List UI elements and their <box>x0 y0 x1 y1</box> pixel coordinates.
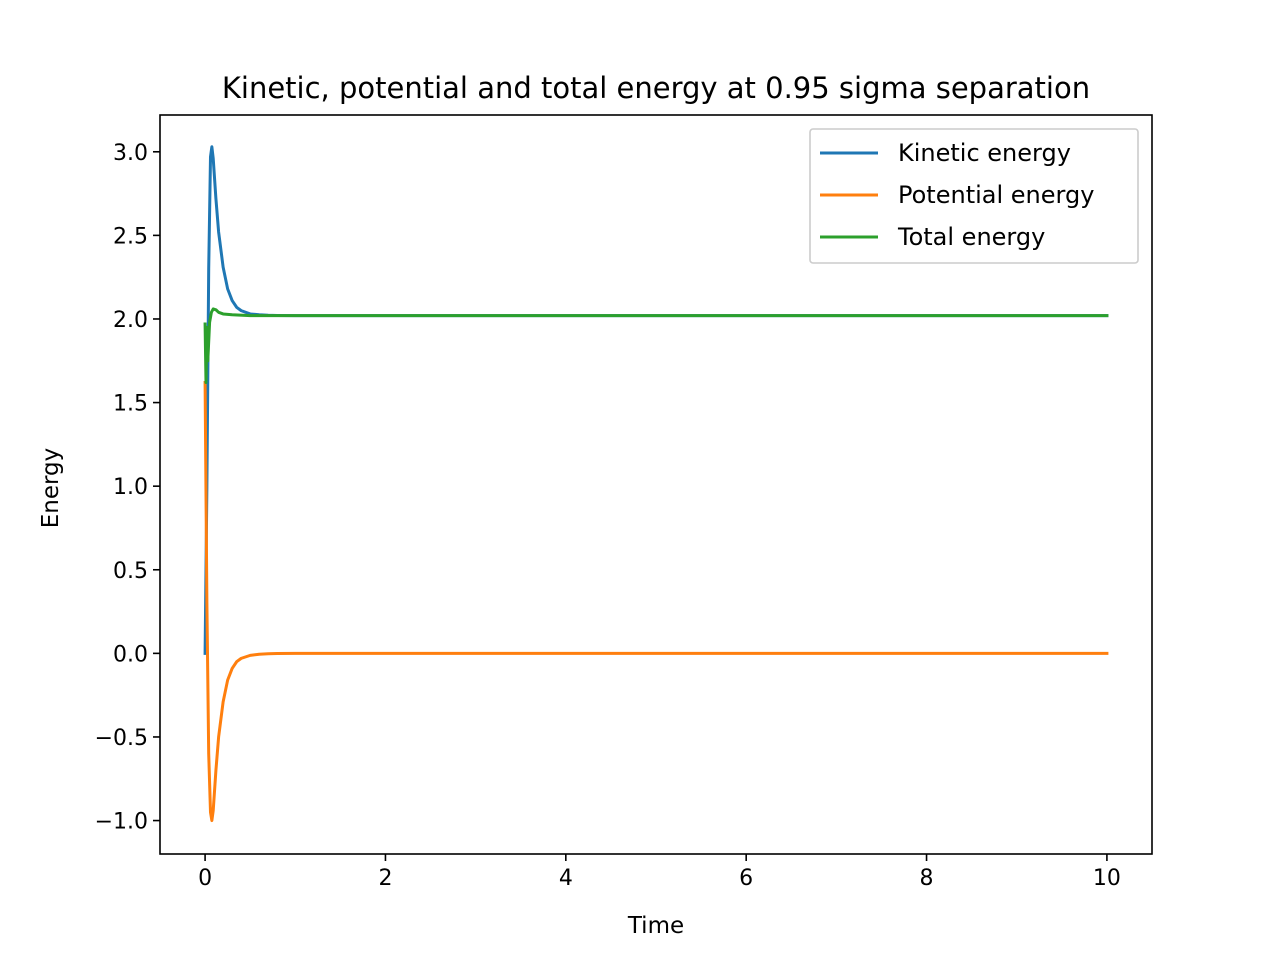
y-tick-label: −0.5 <box>95 726 148 751</box>
legend-label-kinetic: Kinetic energy <box>898 139 1071 167</box>
x-axis-label: Time <box>627 913 684 939</box>
x-tick-label: 0 <box>198 866 212 891</box>
total-energy-line <box>203 307 1109 385</box>
x-tick-label: 4 <box>559 866 573 891</box>
series-lines <box>203 145 1109 823</box>
x-tick-label: 2 <box>378 866 392 891</box>
x-axis: 0 2 4 6 8 10 <box>198 854 1121 891</box>
y-axis: −1.0 −0.5 0.0 0.5 1.0 1.5 2.0 2.5 3.0 <box>95 141 160 835</box>
y-tick-label: 1.0 <box>113 475 148 500</box>
potential-energy-line <box>203 380 1109 823</box>
legend: Kinetic energy Potential energy Total en… <box>809 128 1139 264</box>
x-tick-label: 6 <box>739 866 753 891</box>
y-tick-label: 2.5 <box>113 224 148 249</box>
y-tick-label: 1.5 <box>113 392 148 417</box>
x-tick-label: 10 <box>1093 866 1121 891</box>
legend-label-potential: Potential energy <box>898 181 1094 209</box>
chart-title: Kinetic, potential and total energy at 0… <box>222 71 1090 105</box>
x-tick-label: 8 <box>920 866 934 891</box>
legend-box <box>809 128 1139 264</box>
y-axis-label: Energy <box>38 448 64 529</box>
y-tick-label: −1.0 <box>95 810 148 835</box>
y-tick-label: 0.5 <box>113 559 148 584</box>
y-tick-label: 0.0 <box>113 642 148 667</box>
legend-label-total: Total energy <box>897 223 1045 251</box>
y-tick-label: 3.0 <box>113 141 148 166</box>
plot-area-frame <box>159 114 1153 855</box>
y-tick-label: 2.0 <box>113 308 148 333</box>
